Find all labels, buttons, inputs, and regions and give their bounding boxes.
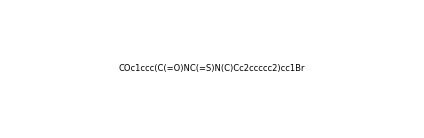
Text: COc1ccc(C(=O)NC(=S)N(C)Cc2ccccc2)cc1Br: COc1ccc(C(=O)NC(=S)N(C)Cc2ccccc2)cc1Br bbox=[119, 64, 305, 74]
